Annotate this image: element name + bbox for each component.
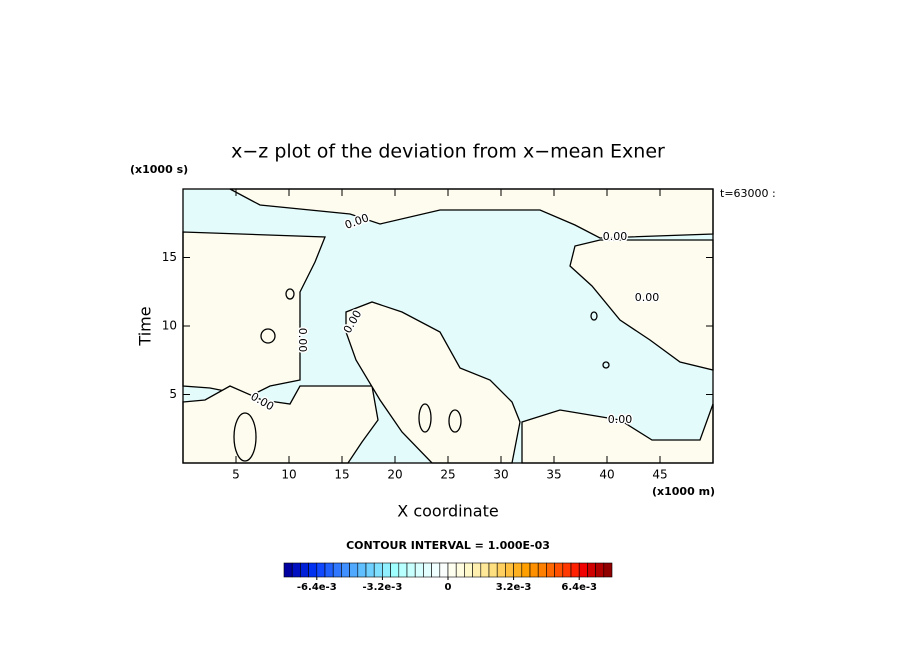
positive-region xyxy=(569,239,714,371)
colorbar-box xyxy=(513,562,523,578)
colorbar-box xyxy=(546,562,555,578)
x-tick-label: 25 xyxy=(440,468,455,482)
colorbar-box xyxy=(521,562,531,578)
x-tick-label: 35 xyxy=(546,468,561,482)
x-tick-label: 30 xyxy=(493,468,508,482)
colorbar-box xyxy=(423,562,432,578)
colorbar-box xyxy=(283,562,293,578)
y-tick-label: 5 xyxy=(169,387,177,401)
colorbar-box xyxy=(603,562,613,578)
colorbar-box xyxy=(341,562,350,578)
colorbar-box xyxy=(291,562,301,578)
contour-island xyxy=(590,311,598,321)
y-unit-label: (x1000 s) xyxy=(130,163,188,176)
colorbar-tick-label: -3.2e-3 xyxy=(363,582,403,593)
time-label: t=63000 : xyxy=(720,187,776,200)
plot-area: 0.000.000.000.000.000.000.00 xyxy=(182,188,714,464)
contour-island xyxy=(448,409,462,433)
colorbar-box xyxy=(529,562,539,578)
colorbar-box xyxy=(300,562,309,578)
colorbar-tick-label: -6.4e-3 xyxy=(297,582,337,593)
colorbar-box xyxy=(332,562,342,578)
colorbar-box xyxy=(382,562,391,578)
contour-island xyxy=(602,361,610,369)
colorbar-box xyxy=(398,562,408,578)
contour-island xyxy=(418,403,432,433)
contour-label: 0.00 xyxy=(603,230,628,243)
colorbar-box xyxy=(480,562,490,578)
colorbar-box xyxy=(496,562,506,578)
colorbar-box xyxy=(390,562,400,578)
x-tick-label: 15 xyxy=(334,468,349,482)
positive-region xyxy=(345,301,521,464)
colorbar-box xyxy=(431,562,441,578)
colorbar-box xyxy=(308,562,318,578)
contour-island xyxy=(260,328,276,344)
colorbar-box xyxy=(439,562,449,578)
positive-region xyxy=(182,231,326,397)
contour-label: 0.00 xyxy=(635,291,660,304)
colorbar-box xyxy=(357,562,367,578)
colorbar-box xyxy=(595,562,605,578)
contour-label: 0.00 xyxy=(296,328,309,353)
colorbar-box xyxy=(324,562,334,578)
colorbar-box xyxy=(455,562,465,578)
y-tick-label: 15 xyxy=(162,250,177,264)
colorbar-box xyxy=(349,562,359,578)
colorbar-box xyxy=(373,562,383,578)
x-tick-label: 20 xyxy=(387,468,402,482)
y-tick-label: 10 xyxy=(162,319,177,333)
colorbar-tick-label: 3.2e-3 xyxy=(496,582,532,593)
colorbar-box xyxy=(316,562,326,578)
colorbar-box xyxy=(537,562,547,578)
colorbar-box xyxy=(365,562,375,578)
colorbar-box xyxy=(578,562,588,578)
x-tick-label: 10 xyxy=(281,468,296,482)
x-tick-label: 40 xyxy=(599,468,614,482)
colorbar-box xyxy=(447,562,457,578)
colorbar-box xyxy=(505,562,514,578)
colorbar-tick-label: 6.4e-3 xyxy=(561,582,597,593)
x-tick-label: 5 xyxy=(232,468,240,482)
colorbar-box xyxy=(414,562,424,578)
y-axis-label: Time xyxy=(136,306,155,346)
colorbar-box xyxy=(406,562,416,578)
colorbar-box xyxy=(472,562,482,578)
x-unit-label: (x1000 m) xyxy=(652,485,715,498)
colorbar-box xyxy=(587,562,596,578)
chart-title: x−z plot of the deviation from x−mean Ex… xyxy=(231,141,665,163)
colorbar-box xyxy=(488,562,498,578)
contour-interval: CONTOUR INTERVAL = 1.000E-03 xyxy=(346,539,550,552)
contour-label: 0.00 xyxy=(608,413,633,426)
x-tick-label: 45 xyxy=(652,468,667,482)
x-axis-label: X coordinate xyxy=(397,502,498,521)
contour-island xyxy=(233,412,257,462)
colorbar-box xyxy=(464,562,473,578)
colorbar-tick-label: 0 xyxy=(445,582,452,593)
colorbar-box xyxy=(562,562,572,578)
colorbar-box xyxy=(554,562,564,578)
contour-island xyxy=(285,288,295,300)
colorbar-box xyxy=(570,562,580,578)
